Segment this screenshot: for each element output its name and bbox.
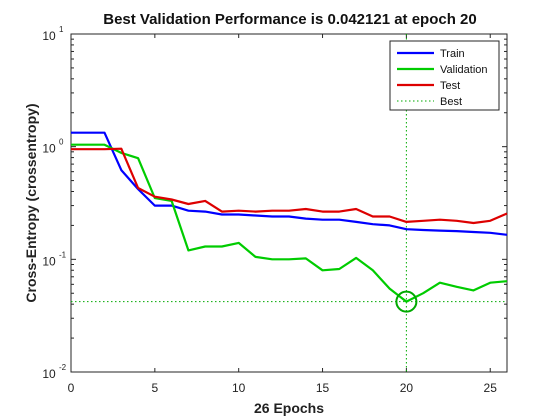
legend-label-best: Best [440,96,462,108]
series-line-train [71,131,508,236]
y-tick-exponent: -1 [59,250,67,259]
y-tick-label: 10 [42,29,56,43]
y-tick-exponent: 1 [59,25,64,34]
y-tick-label: 10 [42,254,56,268]
series-line-test [71,147,508,225]
legend-label-test: Test [440,80,460,92]
x-axis-ticks: 0 5 10 15 20 25 [68,34,498,395]
x-tick-label: 0 [68,381,75,395]
series-line-validation [71,143,508,303]
x-tick-label: 20 [400,381,414,395]
series-lines [71,131,508,303]
y-axis-label: Cross-Entropy (crossentropy) [23,103,39,302]
best-point-marker [395,290,418,313]
legend-label-train: Train [440,48,465,60]
y-tick-label: 10 [42,142,56,156]
x-tick-label: 25 [484,381,498,395]
legend-label-validation: Validation [440,64,488,76]
y-tick-exponent: 0 [59,138,64,147]
x-tick-label: 10 [232,381,246,395]
best-marker [395,290,418,313]
x-axis-label: 26 Epochs [254,400,324,416]
y-tick-exponent: -2 [59,363,67,372]
x-tick-label: 15 [316,381,330,395]
chart-title: Best Validation Performance is 0.042121 … [103,11,477,28]
y-tick-label: 10 [42,367,56,381]
legend: Train Validation Test Best [389,40,500,111]
x-tick-label: 5 [152,381,159,395]
